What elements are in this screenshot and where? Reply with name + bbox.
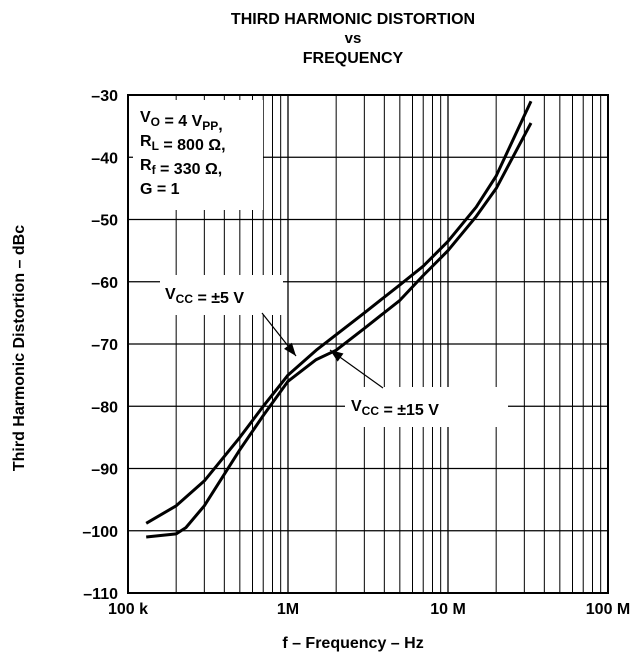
condition-line: Rf = 330 Ω, xyxy=(140,157,222,178)
y-tick-label: –30 xyxy=(91,88,118,105)
series-label-vcc-5v: VCC = ±5 V xyxy=(165,286,244,307)
x-tick-label: 100 M xyxy=(586,601,630,618)
y-tick-label: –110 xyxy=(83,586,118,603)
series-layer xyxy=(145,100,533,539)
y-tick-label: –90 xyxy=(91,462,118,479)
y-axis-label: Third Harmonic Distortion – dBc xyxy=(11,225,28,471)
grid-layer xyxy=(127,94,609,594)
y-tick-label: –80 xyxy=(91,399,118,416)
series-line-vcc-5v xyxy=(145,100,533,525)
y-tick-label: –70 xyxy=(91,337,118,354)
series-label-vcc-15v: VCC = ±15 V xyxy=(351,398,439,419)
x-tick-label: 100 k xyxy=(108,601,148,618)
annotation-layer: VO = 4 VPP,RL = 800 Ω, Rf = 330 Ω, G = 1 VC… xyxy=(133,100,508,427)
y-tick-label: –40 xyxy=(91,150,118,167)
label-box-5v xyxy=(160,275,283,315)
x-tick-label: 1M xyxy=(277,601,299,618)
chart-title-line-3: FREQUENCY xyxy=(303,50,404,67)
plot-frame xyxy=(127,94,609,594)
x-axis-label: f – Frequency – Hz xyxy=(282,635,423,652)
label-box-15v xyxy=(345,387,508,427)
leader-vcc-5v-arrowhead xyxy=(284,342,296,356)
condition-line: RL = 800 Ω, xyxy=(140,133,226,154)
y-tick-label: –100 xyxy=(82,524,118,541)
series-line-vcc-15v xyxy=(146,122,533,539)
condition-line: G = 1 xyxy=(140,181,180,198)
chart-title-line-1: THIRD HARMONIC DISTORTION xyxy=(231,11,475,28)
y-tick-label: –60 xyxy=(91,275,118,292)
condition-line: VO = 4 VPP, xyxy=(140,109,223,134)
y-tick-label: –50 xyxy=(91,213,118,230)
leader-vcc-15v-arrowhead xyxy=(330,350,344,362)
chart-title-line-2: vs xyxy=(345,30,362,47)
x-tick-label: 10 M xyxy=(430,601,466,618)
conditions-box xyxy=(133,100,263,210)
tick-layer: 100 k 1M 10 M 100 M –30 –40 –50 –60 –70 –80 –90 –10… xyxy=(82,88,630,618)
